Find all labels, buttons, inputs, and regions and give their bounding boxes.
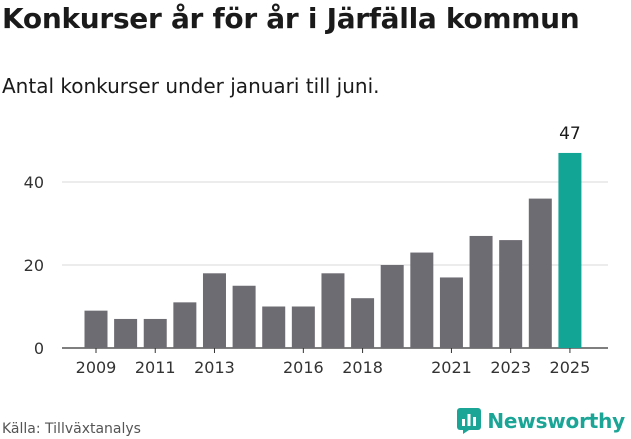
bar (321, 273, 345, 348)
x-tick-label: 2009 (76, 358, 117, 377)
brand-name: Newsworthy (487, 409, 625, 433)
x-tick-label: 2013 (194, 358, 235, 377)
bar (410, 252, 434, 348)
y-tick-label: 20 (24, 256, 44, 275)
x-tick-label: 2023 (490, 358, 531, 377)
newsworthy-logo-icon (457, 408, 482, 434)
chart-subtitle: Antal konkurser under januari till juni. (2, 74, 380, 98)
x-tick-label: 2018 (342, 358, 383, 377)
bar (439, 277, 463, 348)
highlight-bar (558, 152, 582, 348)
y-tick-label: 0 (34, 339, 44, 358)
x-tick-label: 2025 (550, 358, 591, 377)
source-note: Källa: Tillväxtanalys (2, 421, 141, 437)
x-tick-label: 2021 (431, 358, 472, 377)
bar-chart: 0 20 40 2009 2011 2013 2016 2018 2021 2023 2025 47 (24, 124, 608, 377)
brand-logo: Newsworthy (457, 408, 625, 434)
bar (173, 302, 197, 348)
bar (262, 306, 286, 348)
bar (528, 198, 552, 348)
bar (351, 298, 375, 348)
bar (499, 240, 523, 348)
bar (469, 235, 493, 348)
bar (84, 310, 108, 348)
bar (291, 306, 315, 348)
bar (143, 318, 167, 348)
bar (380, 265, 404, 348)
x-tick-label: 2011 (135, 358, 176, 377)
bar (202, 273, 226, 348)
bar (232, 285, 256, 348)
x-tick-label: 2016 (283, 358, 324, 377)
highlight-value-label: 47 (559, 124, 581, 144)
chart-title: Konkurser år för år i Järfälla kommun (2, 2, 580, 35)
y-tick-label: 40 (24, 173, 44, 192)
bar (114, 318, 138, 348)
